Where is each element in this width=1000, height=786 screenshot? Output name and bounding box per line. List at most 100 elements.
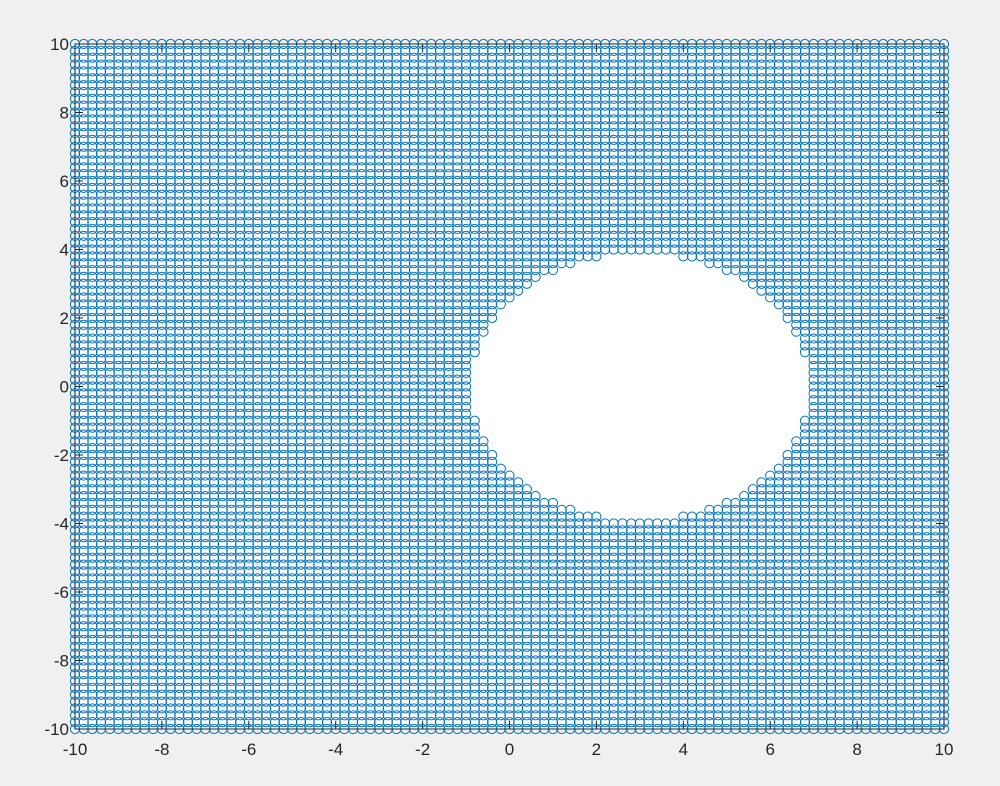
- scatter-point: [87, 196, 98, 207]
- scatter-point: [113, 251, 124, 262]
- scatter-point: [174, 607, 185, 618]
- scatter-point: [113, 59, 124, 70]
- scatter-point: [87, 292, 98, 303]
- scatter-point: [174, 347, 185, 358]
- scatter-point: [95, 395, 107, 406]
- scatter-point: [78, 538, 89, 550]
- scatter-point: [148, 278, 159, 289]
- scatter-point: [78, 155, 89, 166]
- scatter-point: [87, 580, 98, 591]
- scatter-point: [139, 169, 150, 180]
- scatter-point: [113, 230, 124, 241]
- scatter-point: [174, 436, 185, 447]
- scatter-point: [130, 258, 141, 269]
- scatter-point: [122, 264, 133, 276]
- scatter-point: [165, 641, 176, 652]
- scatter-point: [87, 634, 98, 646]
- scatter-point: [130, 278, 141, 289]
- scatter-point: [174, 580, 185, 591]
- scatter-point: [165, 169, 176, 180]
- scatter-point: [148, 689, 159, 700]
- scatter-point: [87, 141, 98, 152]
- scatter-point: [113, 175, 124, 187]
- scatter-point: [104, 484, 115, 495]
- scatter-point: [104, 628, 115, 639]
- scatter-point: [122, 169, 133, 180]
- scatter-point: [156, 634, 167, 646]
- scatter-point: [95, 586, 107, 598]
- scatter-point: [130, 210, 141, 221]
- scatter-point: [95, 463, 107, 474]
- scatter-point: [156, 532, 167, 543]
- scatter-point: [95, 593, 107, 604]
- scatter-point: [165, 545, 176, 557]
- scatter-point: [130, 703, 141, 714]
- scatter-point: [174, 312, 185, 324]
- scatter-point: [95, 59, 107, 70]
- scatter-point: [122, 278, 133, 289]
- scatter-point: [95, 717, 107, 728]
- scatter-point: [148, 586, 159, 598]
- scatter-point: [87, 497, 98, 509]
- scatter-point: [95, 230, 107, 241]
- scatter-point: [78, 415, 89, 426]
- scatter-point: [174, 675, 185, 687]
- scatter-point: [78, 319, 89, 330]
- scatter-point: [87, 532, 98, 543]
- scatter-point: [165, 415, 176, 426]
- scatter-point: [156, 367, 167, 378]
- scatter-point: [95, 367, 107, 378]
- scatter-point: [113, 360, 124, 372]
- scatter-point: [113, 312, 124, 324]
- scatter-point: [122, 134, 133, 145]
- scatter-point: [139, 388, 150, 399]
- scatter-point: [165, 189, 176, 200]
- scatter-point: [174, 470, 185, 481]
- scatter-point: [113, 319, 124, 330]
- scatter-point: [148, 388, 159, 399]
- scatter-point: [148, 223, 159, 235]
- scatter-point: [139, 59, 150, 70]
- scatter-point: [139, 477, 150, 488]
- scatter-point: [113, 292, 124, 303]
- scatter-point: [130, 675, 141, 687]
- scatter-point: [130, 545, 141, 557]
- scatter-point: [78, 141, 89, 152]
- scatter-point: [78, 59, 89, 70]
- scatter-point: [130, 251, 141, 262]
- scatter-point: [165, 511, 176, 522]
- scatter-point: [130, 237, 141, 248]
- scatter-point: [78, 429, 89, 440]
- scatter-point: [87, 251, 98, 262]
- scatter-point: [165, 312, 176, 324]
- scatter-point: [148, 80, 159, 91]
- scatter-point: [130, 182, 141, 193]
- scatter-point: [165, 614, 176, 625]
- scatter-point: [113, 374, 124, 385]
- scatter-point: [165, 264, 176, 276]
- scatter-point: [148, 189, 159, 200]
- scatter-point: [78, 306, 89, 317]
- scatter-point: [174, 648, 185, 659]
- scatter-point: [148, 504, 159, 515]
- scatter-point: [113, 497, 124, 509]
- scatter-point: [174, 449, 185, 461]
- scatter-point: [122, 662, 133, 673]
- scatter-point: [165, 333, 176, 344]
- scatter-point: [156, 80, 167, 91]
- scatter-point: [95, 86, 107, 98]
- scatter-point: [156, 148, 167, 159]
- scatter-point: [148, 600, 159, 611]
- scatter-point: [148, 264, 159, 276]
- scatter-point: [130, 100, 141, 111]
- scatter-point: [156, 648, 167, 659]
- scatter-point: [78, 354, 89, 365]
- scatter-point: [174, 525, 185, 536]
- scatter-point: [165, 141, 176, 152]
- scatter-point: [78, 525, 89, 536]
- scatter-point: [139, 127, 150, 139]
- scatter-point: [113, 210, 124, 221]
- scatter-point: [122, 401, 133, 413]
- scatter-point: [122, 162, 133, 173]
- scatter-point: [165, 710, 176, 721]
